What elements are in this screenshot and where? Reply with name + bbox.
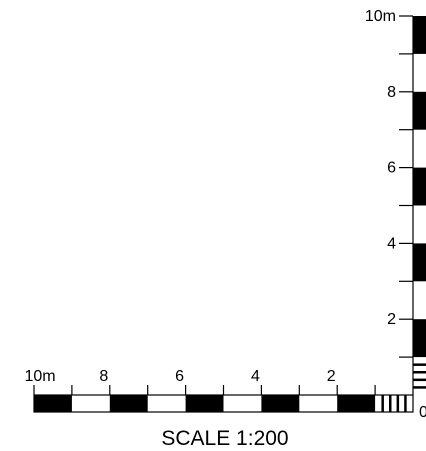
horizontal-tick-label: 6 [175, 368, 184, 385]
vertical-tick-label: 8 [387, 84, 396, 101]
vertical-tick-label: 10m [365, 8, 396, 25]
scale-caption: SCALE 1:200 [161, 427, 288, 450]
horizontal-bar-segment [337, 395, 376, 412]
vertical-bar-segment [413, 167, 426, 206]
horizontal-scale-bar [33, 385, 414, 413]
vertical-tick-label: 4 [387, 235, 396, 252]
horizontal-bar-segment [261, 395, 300, 412]
vertical-bar-segment [413, 91, 426, 130]
vertical-tick-label: 2 [387, 311, 396, 328]
horizontal-bar-segment [34, 395, 72, 412]
scale-labels: 10m 8 6 4 2 10m 8 6 4 2 [24, 8, 396, 385]
horizontal-tick-label: 8 [99, 368, 108, 385]
origin-label: 0 [419, 404, 426, 421]
vertical-scale-bar [399, 15, 426, 395]
horizontal-tick-label: 4 [251, 368, 260, 385]
horizontal-bar-segment [185, 395, 224, 412]
horizontal-tick-label: 10m [24, 368, 55, 385]
vertical-bar-segment [413, 319, 426, 358]
horizontal-tick-label: 2 [327, 368, 336, 385]
horizontal-bar-segment [109, 395, 148, 412]
vertical-bar-segment [413, 16, 426, 54]
vertical-tick-label: 6 [387, 160, 396, 177]
vertical-bar-segment [413, 243, 426, 282]
